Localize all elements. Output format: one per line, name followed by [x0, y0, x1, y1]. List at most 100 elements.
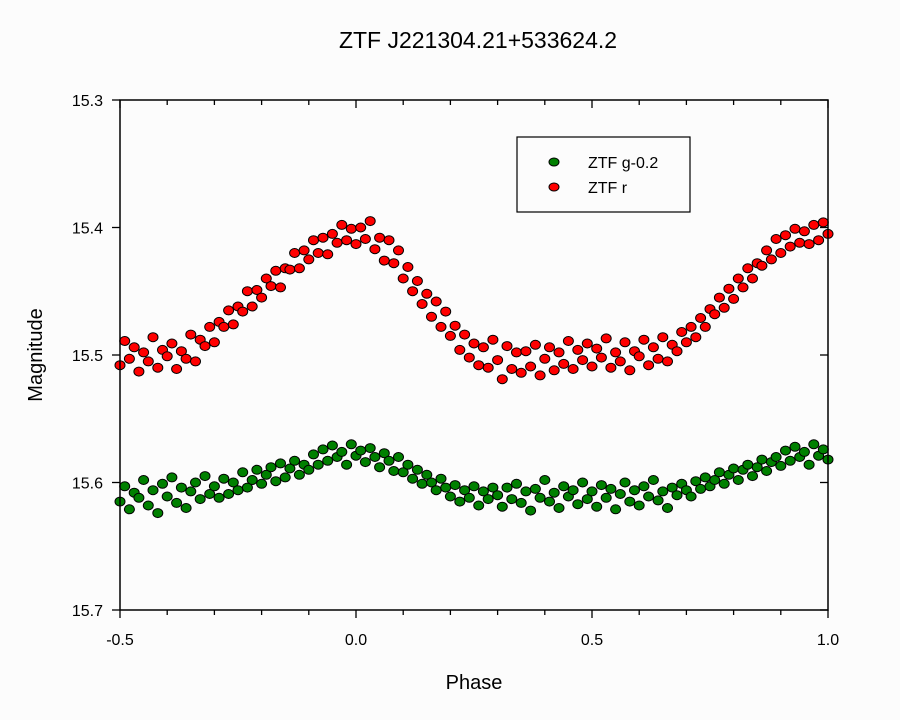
point-r [147, 332, 159, 343]
point-g [619, 477, 631, 488]
point-g [525, 505, 537, 516]
point-r [383, 235, 395, 246]
point-r [817, 217, 829, 228]
point-g [780, 445, 791, 456]
point-r [369, 244, 381, 255]
point-g [520, 486, 532, 497]
point-r [350, 239, 362, 250]
point-r [690, 332, 702, 343]
point-r [558, 358, 570, 369]
point-r [444, 330, 456, 341]
point-r [251, 285, 263, 295]
y-tick-labels: 15.3 15.4 15.5 15.6 15.7 [72, 93, 103, 620]
point-g [534, 492, 546, 503]
point-g [397, 467, 409, 478]
point-r [695, 313, 707, 323]
point-g [237, 467, 249, 478]
point-r [713, 292, 725, 303]
point-r [204, 321, 216, 332]
point-r [794, 237, 806, 248]
point-r [459, 329, 471, 340]
point-r [463, 352, 475, 363]
x-axis-title: Phase [446, 672, 503, 694]
point-g [303, 464, 315, 475]
point-r [411, 276, 423, 286]
point-r [600, 333, 612, 344]
y-tick-label: 15.4 [72, 221, 103, 238]
point-r [289, 248, 301, 258]
point-r [676, 327, 688, 337]
point-g [185, 486, 197, 497]
point-g [770, 452, 782, 462]
point-g [643, 491, 655, 502]
point-r [591, 343, 603, 354]
point-r [728, 293, 740, 304]
y-tick-label: 15.3 [72, 93, 103, 110]
point-g [378, 448, 390, 459]
chart-title: ZTF J221304.21+533624.2 [339, 27, 617, 53]
point-g [341, 459, 353, 470]
point-r [374, 232, 386, 243]
point-r [685, 321, 697, 332]
point-g [567, 485, 579, 496]
point-r [322, 249, 334, 260]
point-g [662, 503, 673, 513]
point-r [190, 356, 201, 367]
point-g [539, 475, 551, 485]
point-r [402, 262, 414, 272]
point-r [364, 216, 376, 227]
point-g [312, 459, 324, 470]
point-r [742, 263, 754, 274]
point-r [586, 361, 598, 372]
point-g [695, 483, 707, 494]
point-g [369, 452, 381, 462]
point-g [529, 483, 541, 494]
point-g [789, 441, 801, 452]
x-tick-label: -0.5 [106, 632, 134, 649]
point-g [407, 473, 419, 484]
point-r [529, 339, 541, 350]
point-g [586, 486, 598, 497]
point-r [473, 360, 485, 371]
point-g [492, 490, 504, 501]
point-r [208, 337, 220, 348]
point-r [166, 338, 178, 349]
point-g [482, 494, 494, 505]
point-r [577, 355, 589, 366]
point-r [180, 353, 192, 364]
point-r [544, 342, 555, 353]
point-g [345, 439, 357, 450]
point-g [709, 475, 721, 485]
point-g [246, 475, 258, 485]
point-r [680, 337, 692, 348]
point-r [275, 282, 286, 293]
point-g [591, 501, 603, 512]
axis-ticks [112, 99, 829, 618]
point-r [789, 223, 801, 234]
point-g [444, 491, 456, 502]
point-r [317, 232, 329, 243]
point-r [808, 219, 820, 230]
point-r [534, 370, 546, 381]
point-g [284, 463, 296, 474]
point-g [138, 475, 150, 485]
point-r [737, 282, 749, 293]
point-r [199, 341, 211, 352]
point-g [775, 460, 787, 471]
point-r [227, 319, 239, 330]
point-r [397, 273, 409, 284]
point-r [341, 235, 353, 246]
point-r [119, 336, 131, 346]
point-r [511, 347, 522, 358]
point-r [765, 254, 777, 265]
point-r [506, 364, 518, 374]
point-r [426, 311, 437, 322]
legend-box [516, 136, 691, 213]
point-g [614, 489, 626, 499]
point-g [133, 492, 145, 503]
point-r [624, 365, 636, 376]
point-r [562, 336, 574, 346]
y-tick-label: 15.7 [72, 603, 103, 620]
point-g [477, 486, 489, 497]
